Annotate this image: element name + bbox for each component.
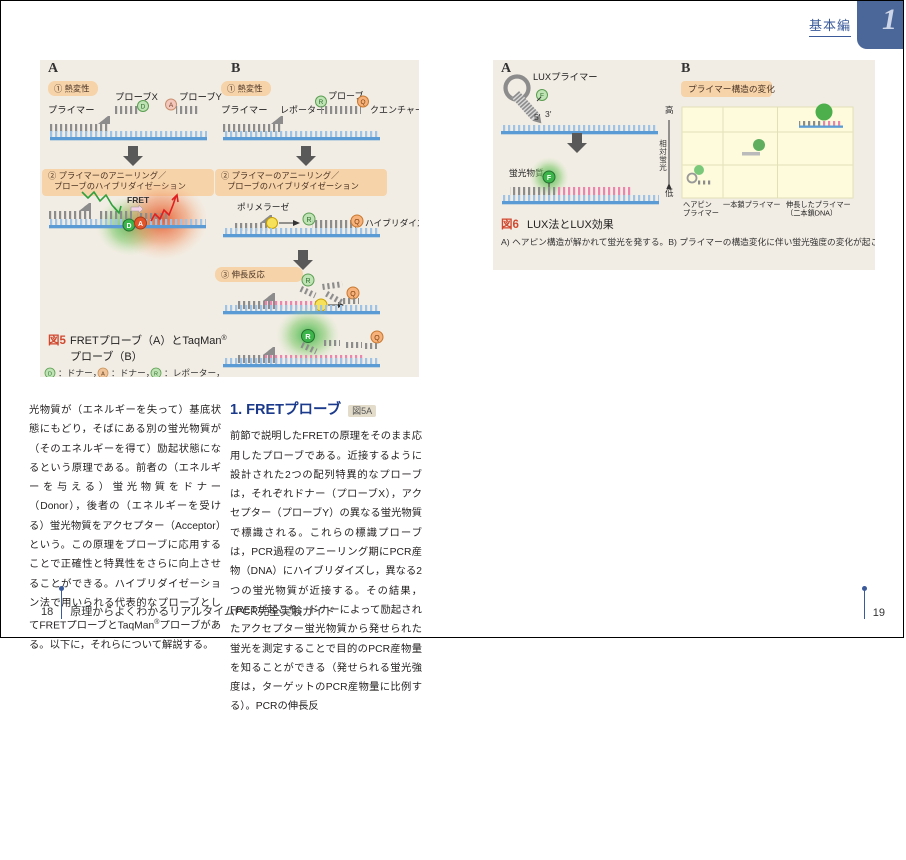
svg-text:A: A [101,372,105,378]
svg-text:：ドナー，: ：ドナー， [111,368,154,377]
svg-text:LUX法とLUX効果: LUX法とLUX効果 [527,217,614,231]
svg-text:図6: 図6 [501,217,519,231]
svg-text:クエンチャー: クエンチャー [370,105,419,115]
svg-text:A: A [169,102,174,109]
svg-text:A: A [48,61,59,76]
svg-text:B: B [681,61,690,76]
svg-text:5′: 5′ [534,112,541,122]
svg-text:Q: Q [374,335,380,342]
svg-text:A: A [501,61,512,76]
svg-text:R: R [305,332,311,341]
svg-text:LUXプライマー: LUXプライマー [533,72,598,82]
svg-text:Q: Q [350,291,356,298]
svg-text:FRETプローブ（A）とTaqMan®: FRETプローブ（A）とTaqMan® [70,333,228,347]
svg-text:：ドナー，: ：ドナー， [58,368,101,377]
svg-text:プライマー構造の変化: プライマー構造の変化 [688,83,775,94]
svg-text:Q: Q [354,219,360,226]
svg-text:図5: 図5 [48,333,66,347]
svg-text:：レポーター，: ：レポーター， [164,368,225,377]
svg-text:R: R [319,99,324,106]
svg-text:D: D [126,223,131,230]
svg-text:A) ヘアピン構造が解かれて蛍光を発する。B) プライマーの: A) ヘアピン構造が解かれて蛍光を発する。B) プライマーの構造変化に伴い蛍光強… [501,236,875,247]
svg-text:FRET: FRET [127,195,150,205]
svg-text:プローブX: プローブX [115,91,158,102]
svg-text:プローブY: プローブY [179,91,222,102]
svg-text:F: F [540,93,544,100]
svg-text:低: 低 [665,188,674,198]
svg-text:② プライマーのアニーリング／: ② プライマーのアニーリング／ [221,171,340,181]
svg-text:D: D [141,104,146,111]
svg-text:（二本鎖DNA）: （二本鎖DNA） [786,209,837,218]
svg-text:プローブのハイブリダイゼーション: プローブのハイブリダイゼーション [227,181,359,191]
svg-text:高: 高 [665,105,674,115]
svg-text:プローブ（B）: プローブ（B） [70,349,143,363]
svg-text:F: F [547,175,552,182]
svg-text:① 熱変性: ① 熱変性 [54,84,90,94]
svg-text:A: A [138,221,143,228]
svg-text:プライマー: プライマー [221,105,268,115]
svg-text:R: R [154,372,158,378]
svg-text:Q: Q [360,99,365,106]
svg-text:プライマー: プライマー [48,105,95,115]
svg-text:③ 伸長反応: ③ 伸長反応 [221,270,265,280]
svg-text:B: B [231,61,240,76]
svg-text:3′: 3′ [545,109,552,119]
svg-text:R: R [306,217,311,224]
svg-text:R: R [305,278,310,285]
svg-text:ハイブリダイズ: ハイブリダイズ [365,217,419,228]
svg-text:D: D [48,372,52,378]
svg-text:② プライマーのアニーリング／: ② プライマーのアニーリング／ [48,171,167,181]
svg-text:① 熱変性: ① 熱変性 [227,84,263,94]
svg-text:光: 光 [659,162,667,172]
svg-text:ポリメラーゼ: ポリメラーゼ [237,201,289,212]
svg-text:プライマー: プライマー [683,209,719,218]
svg-text:一本鎖プライマー: 一本鎖プライマー [723,200,781,209]
